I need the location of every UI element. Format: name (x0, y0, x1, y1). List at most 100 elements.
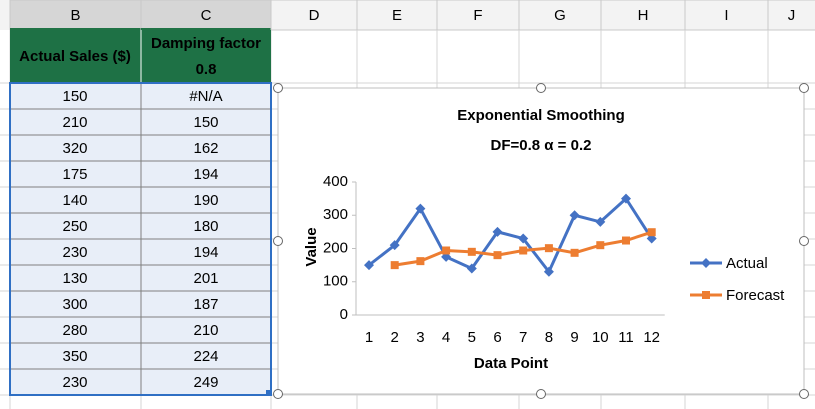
resize-handle[interactable] (536, 389, 546, 399)
x-tick-label: 11 (618, 329, 634, 346)
y-tick-label: 0 (340, 306, 348, 323)
marker (442, 246, 451, 255)
marker (647, 228, 656, 237)
x-tick-label: 12 (643, 329, 660, 346)
column-label: G (554, 7, 566, 24)
resize-handle[interactable] (799, 389, 809, 399)
y-tick-label: 300 (323, 206, 348, 223)
cell[interactable]: 350 (62, 348, 87, 365)
marker (622, 236, 630, 245)
column-label: J (788, 7, 796, 24)
cell[interactable]: 194 (193, 244, 218, 261)
cell[interactable]: 320 (62, 140, 87, 157)
header-cell: Damping factor (151, 35, 261, 52)
marker (595, 216, 606, 227)
chart-subtitle: DF=0.8 α = 0.2 (491, 137, 592, 154)
cell[interactable]: 210 (62, 114, 87, 131)
header-cell: 0.8 (196, 61, 217, 78)
legend-label: Forecast (726, 287, 785, 304)
marker (544, 244, 553, 253)
y-tick-label: 400 (323, 173, 348, 190)
x-tick-label: 1 (365, 329, 373, 346)
column-header[interactable] (140, 0, 272, 31)
marker (570, 248, 579, 257)
x-tick-label: 2 (391, 329, 399, 346)
resize-handle[interactable] (273, 236, 283, 246)
column-header[interactable] (436, 0, 520, 31)
x-tick-label: 8 (545, 329, 553, 346)
cell[interactable]: 230 (62, 374, 87, 391)
cell[interactable]: 250 (62, 218, 87, 235)
resize-handle[interactable] (536, 83, 546, 93)
marker (415, 203, 426, 214)
column-label: F (473, 7, 482, 24)
column-label: H (638, 7, 649, 24)
marker (702, 291, 710, 299)
cell[interactable]: 249 (193, 374, 218, 391)
column-header[interactable] (600, 0, 686, 31)
cell[interactable]: 224 (193, 348, 218, 365)
column-header[interactable] (684, 0, 769, 31)
cell[interactable]: 190 (193, 192, 218, 209)
marker (390, 261, 399, 270)
selection-handle (266, 390, 272, 396)
cell[interactable]: 194 (193, 166, 218, 183)
y-tick-label: 100 (323, 273, 348, 290)
y-axis-label: Value (303, 227, 320, 266)
x-tick-label: 7 (519, 329, 527, 346)
column-header[interactable] (270, 0, 358, 31)
resize-handle[interactable] (799, 83, 809, 93)
header-cell: Actual Sales ($) (19, 48, 131, 65)
cell[interactable]: 300 (62, 296, 87, 313)
marker (569, 210, 580, 221)
column-header[interactable] (767, 0, 815, 31)
marker (519, 246, 528, 255)
resize-handle[interactable] (799, 236, 809, 246)
cell[interactable]: 175 (62, 166, 87, 183)
x-tick-label: 9 (570, 329, 578, 346)
cell[interactable]: 201 (193, 270, 218, 287)
resize-handle[interactable] (273, 389, 283, 399)
x-tick-label: 10 (592, 329, 609, 346)
marker (416, 257, 425, 266)
cell[interactable]: 280 (62, 322, 87, 339)
marker (621, 193, 631, 204)
cell[interactable]: 180 (193, 218, 218, 235)
series-line (368, 196, 653, 275)
x-tick-label: 6 (493, 329, 501, 346)
marker (492, 226, 503, 237)
x-axis-label: Data Point (474, 355, 548, 372)
marker (518, 233, 529, 244)
x-tick-label: 3 (416, 329, 424, 346)
marker (467, 247, 476, 256)
cell[interactable]: 130 (62, 270, 87, 287)
cell[interactable]: 187 (193, 296, 218, 313)
cell[interactable]: 162 (193, 140, 218, 157)
marker (701, 258, 711, 268)
cell[interactable]: 150 (62, 88, 87, 105)
marker (466, 263, 477, 274)
x-tick-label: 5 (468, 329, 476, 346)
cell[interactable]: #N/A (189, 88, 222, 105)
x-tick-label: 4 (442, 329, 450, 346)
column-label: C (201, 7, 212, 24)
column-label: D (309, 7, 320, 24)
cell[interactable]: 150 (193, 114, 218, 131)
column-header[interactable] (518, 0, 602, 31)
chart-title: Exponential Smoothing (457, 107, 625, 124)
column-label: I (724, 7, 728, 24)
cell[interactable]: 210 (193, 322, 218, 339)
legend-label: Actual (726, 255, 768, 272)
cell[interactable]: 140 (62, 192, 87, 209)
column-header[interactable] (356, 0, 438, 31)
cell[interactable]: 230 (62, 244, 87, 261)
marker (596, 241, 605, 250)
marker (543, 266, 554, 277)
marker (493, 251, 502, 260)
y-tick-label: 200 (323, 239, 348, 256)
chart-area[interactable] (277, 87, 805, 395)
marker (364, 260, 374, 271)
marker (389, 240, 400, 251)
resize-handle[interactable] (273, 83, 283, 93)
